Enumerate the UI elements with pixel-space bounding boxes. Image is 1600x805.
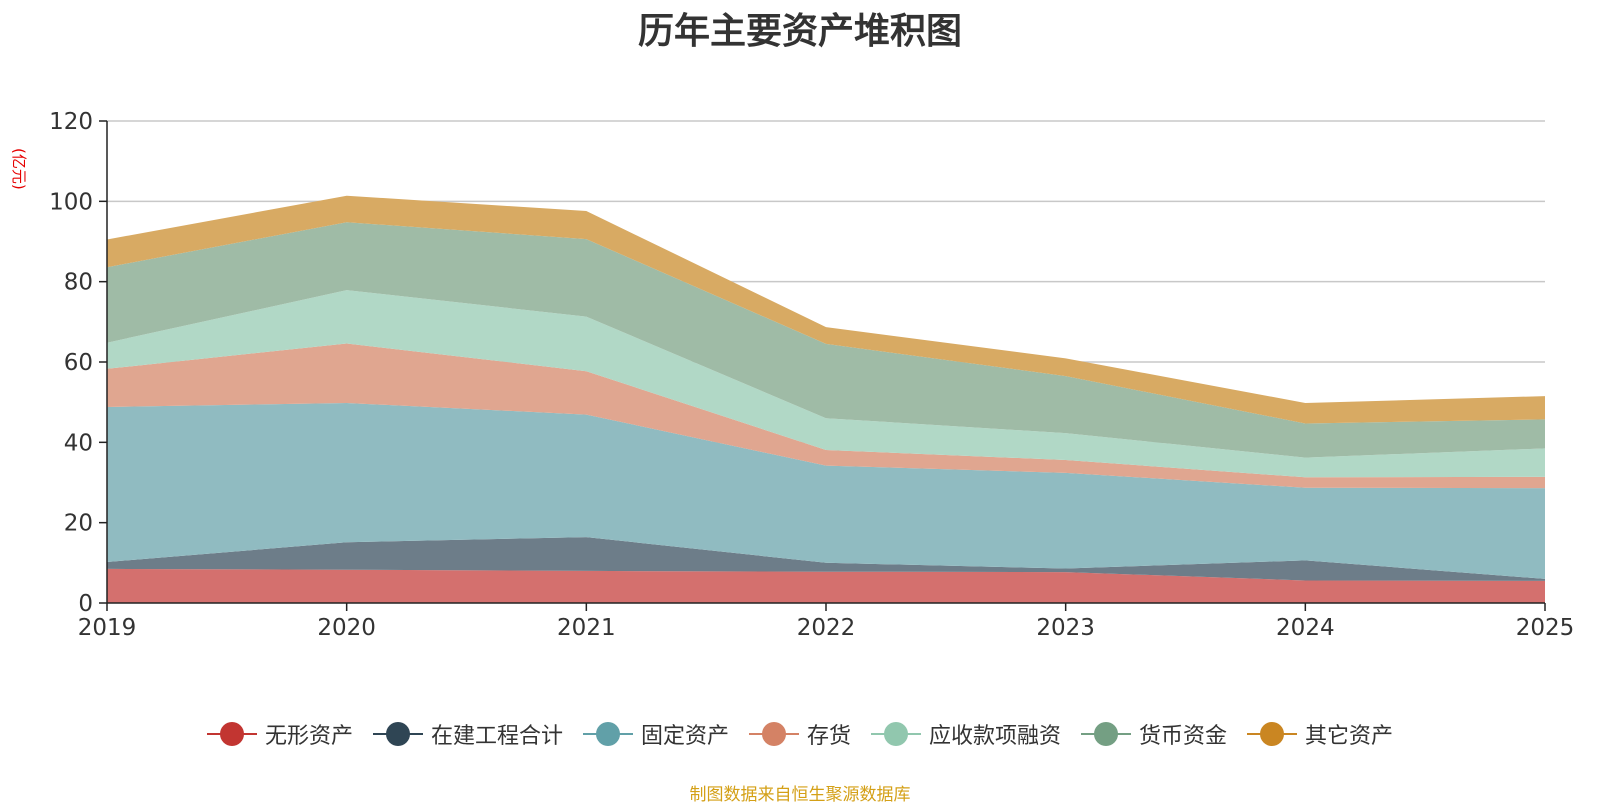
- x-tick-label: 2023: [1036, 615, 1095, 641]
- legend-label: 存货: [806, 724, 851, 749]
- area-series: [107, 195, 1545, 603]
- stacked-area-chart: 0 20 40 60 80 100 120 2019 2020 2021 2022 2023 2024 2…: [49, 109, 1574, 641]
- legend-label: 应收款项融资: [929, 724, 1062, 749]
- x-tick-label: 2025: [1516, 615, 1575, 641]
- legend-label: 在建工程合计: [430, 724, 563, 749]
- series-area-存货: [107, 343, 1545, 489]
- series-area-货币资金: [107, 222, 1545, 458]
- legend-item-存货[interactable]: 存货: [748, 718, 851, 750]
- legend-marker-icon: [748, 721, 799, 747]
- legend-marker-icon: [582, 721, 633, 747]
- legend-item-货币资金[interactable]: 货币资金: [1081, 718, 1227, 750]
- legend-marker-icon: [1247, 721, 1298, 747]
- y-tick-label: 120: [49, 109, 93, 135]
- y-tick-label: 100: [49, 189, 93, 215]
- source-note: 制图数据来自恒生聚源数据库: [689, 785, 911, 805]
- legend-item-无形资产[interactable]: 无形资产: [206, 718, 353, 750]
- y-tick-label: 0: [78, 591, 93, 617]
- legend-label: 固定资产: [640, 724, 729, 749]
- legend-label: 其它资产: [1305, 724, 1394, 749]
- series-area-无形资产: [107, 568, 1545, 603]
- legend: 无形资产 在建工程合计 固定资产 存货 应收款项融资 货币资金 其它资产: [0, 718, 1600, 750]
- series-area-在建工程合计: [107, 537, 1545, 581]
- x-tick-label: 2021: [557, 615, 616, 641]
- x-tick-label: 2024: [1276, 615, 1335, 641]
- y-tick-label: 40: [64, 430, 93, 456]
- legend-item-应收款项融资[interactable]: 应收款项融资: [871, 718, 1061, 750]
- y-tick-label: 60: [64, 350, 93, 376]
- legend-item-固定资产[interactable]: 固定资产: [582, 718, 729, 750]
- y-tick-label: 80: [64, 270, 93, 296]
- legend-marker-icon: [372, 721, 423, 747]
- legend-marker-icon: [1081, 721, 1132, 747]
- legend-item-其它资产[interactable]: 其它资产: [1247, 718, 1393, 750]
- x-tick-label: 2019: [78, 615, 137, 641]
- chart-title: 历年主要资产堆积图: [637, 11, 962, 52]
- legend-marker-icon: [206, 721, 257, 747]
- y-tick-label: 20: [64, 511, 93, 537]
- series-area-应收款项融资: [107, 290, 1545, 478]
- legend-item-在建工程合计[interactable]: 在建工程合计: [372, 718, 563, 750]
- legend-label: 货币资金: [1139, 724, 1228, 749]
- x-tick-label: 2020: [317, 615, 376, 641]
- series-area-其它资产: [107, 195, 1545, 424]
- x-tick-label: 2022: [797, 615, 856, 641]
- legend-label: 无形资产: [264, 724, 353, 749]
- axes: 0 20 40 60 80 100 120 2019 2020 2021 2022 2023 2024 2…: [49, 109, 1574, 641]
- series-area-固定资产: [107, 403, 1545, 579]
- legend-marker-icon: [871, 721, 921, 747]
